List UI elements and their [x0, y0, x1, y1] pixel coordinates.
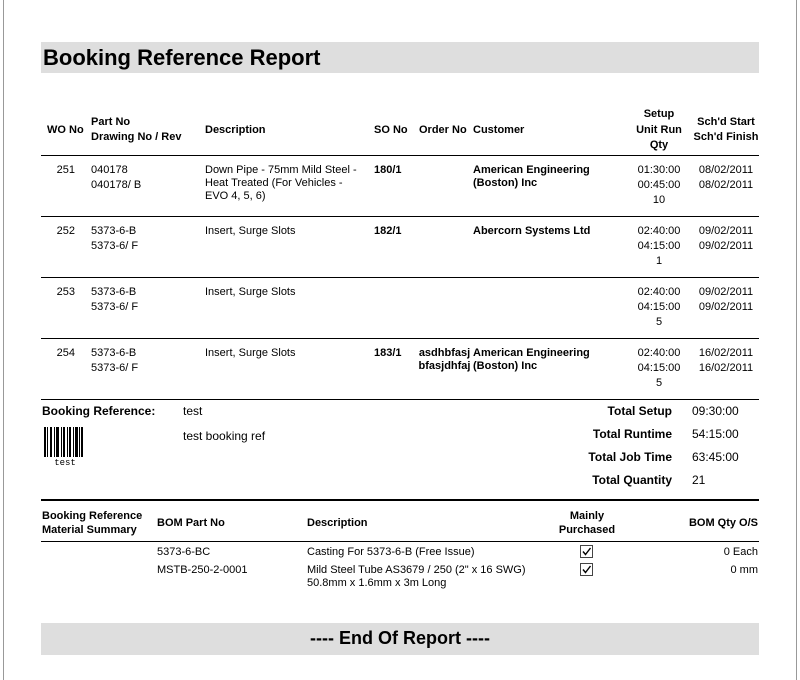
wo-no: 251 — [56, 164, 75, 176]
total-value: 54:15:00 — [692, 427, 739, 441]
unit-run-time: 04:15:00 — [637, 301, 681, 313]
divider — [41, 277, 759, 278]
bom-description: Mild Steel Tube AS3679 / 250 (2" x 16 SW… — [307, 564, 526, 589]
sched-finish: 16/02/2011 — [698, 362, 754, 374]
sched-start: 16/02/2011 — [698, 347, 754, 359]
drawing-no: 5373-6/ F — [91, 240, 139, 252]
qty: 10 — [652, 194, 666, 206]
sched-start: 09/02/2011 — [698, 286, 754, 298]
unit-run-time: 04:15:00 — [637, 240, 681, 252]
description: Insert, Surge Slots — [205, 225, 296, 237]
qty: 1 — [655, 255, 663, 267]
bom-part-no: MSTB-250-2-0001 — [157, 564, 248, 576]
title-bar — [41, 42, 759, 73]
header: Sch'd Start — [697, 116, 755, 128]
setup-time: 01:30:00 — [637, 164, 681, 176]
header: Description — [307, 517, 368, 529]
description: Insert, Surge Slots — [205, 286, 296, 298]
header: Drawing No / Rev — [91, 131, 182, 143]
divider — [41, 338, 759, 339]
booking-label: Booking Reference: — [42, 404, 156, 418]
sched-start: 08/02/2011 — [698, 164, 754, 176]
header: Qty — [649, 139, 669, 151]
barcode — [44, 427, 83, 457]
qty: 5 — [655, 316, 663, 328]
unit-run-time: 04:15:00 — [637, 362, 681, 374]
total-value: 09:30:00 — [692, 404, 739, 418]
part-no: 5373-6-B — [91, 286, 137, 298]
header: Unit Run — [636, 124, 682, 136]
divider — [41, 155, 759, 156]
part-no: 040178 — [91, 164, 128, 176]
bom-qty: 0 mm — [730, 564, 759, 576]
part-no: 5373-6-B — [91, 347, 137, 359]
header: Material Summary — [42, 524, 137, 536]
wo-no: 254 — [56, 347, 75, 359]
header: Description — [205, 124, 266, 136]
header: Purchased — [558, 524, 616, 536]
header: Setup — [643, 108, 675, 120]
header: Sch'd Finish — [693, 131, 759, 143]
divider — [41, 216, 759, 217]
so-no: 182/1 — [374, 225, 402, 237]
description: Insert, Surge Slots — [205, 347, 296, 359]
divider — [41, 499, 759, 501]
purchased-checkbox — [580, 563, 593, 576]
setup-time: 02:40:00 — [637, 347, 681, 359]
header: Mainly — [569, 510, 605, 522]
total-label: Total Job Time — [588, 450, 672, 464]
header: BOM Part No — [157, 517, 225, 529]
drawing-no: 5373-6/ F — [91, 301, 139, 313]
part-no: 5373-6-B — [91, 225, 137, 237]
customer: American Engineering (Boston) Inc — [473, 164, 590, 189]
customer: American Engineering (Boston) Inc — [473, 347, 590, 372]
sched-finish: 09/02/2011 — [698, 240, 754, 252]
order-no: asdhbfasjbfasjdhfaj — [418, 347, 471, 372]
wo-no: 252 — [56, 225, 75, 237]
header: Part No — [91, 116, 131, 128]
footer-text: ---- End Of Report ---- — [310, 628, 490, 648]
header: Customer — [473, 124, 525, 136]
page-edge — [796, 0, 797, 680]
total-value: 21 — [692, 473, 706, 487]
divider — [41, 399, 759, 400]
drawing-no: 040178/ B — [91, 179, 142, 191]
footer-bar — [41, 623, 759, 655]
drawing-no: 5373-6/ F — [91, 362, 139, 374]
header: Order No — [419, 124, 467, 136]
so-no: 180/1 — [374, 164, 402, 176]
header: Booking Reference — [42, 510, 143, 522]
total-label: Total Setup — [607, 404, 672, 418]
sched-start: 09/02/2011 — [698, 225, 754, 237]
booking-value: test — [183, 404, 203, 418]
report-title: Booking Reference Report — [43, 45, 321, 70]
sched-finish: 09/02/2011 — [698, 301, 754, 313]
setup-time: 02:40:00 — [637, 225, 681, 237]
unit-run-time: 00:45:00 — [637, 179, 681, 191]
setup-time: 02:40:00 — [637, 286, 681, 298]
bom-description: Casting For 5373-6-B (Free Issue) — [307, 546, 475, 558]
qty: 5 — [655, 377, 663, 389]
divider — [41, 541, 759, 542]
total-value: 63:45:00 — [692, 450, 739, 464]
wo-no: 253 — [56, 286, 75, 298]
sched-finish: 08/02/2011 — [698, 179, 754, 191]
customer: Abercorn Systems Ltd — [473, 225, 591, 237]
description: Down Pipe - 75mm Mild Steel - Heat Treat… — [205, 164, 357, 202]
total-label: Total Runtime — [592, 427, 672, 441]
purchased-checkbox — [580, 545, 593, 558]
header: WO No — [47, 124, 84, 136]
header: SO No — [374, 124, 408, 136]
bom-part-no: 5373-6-BC — [157, 546, 211, 558]
so-no: 183/1 — [374, 347, 402, 359]
total-label: Total Quantity — [592, 473, 672, 487]
bom-qty: 0 Each — [723, 546, 758, 558]
page-edge — [3, 0, 4, 680]
booking-description: test booking ref — [183, 429, 266, 443]
barcode-text: test — [54, 458, 76, 468]
header: BOM Qty O/S — [688, 517, 758, 529]
